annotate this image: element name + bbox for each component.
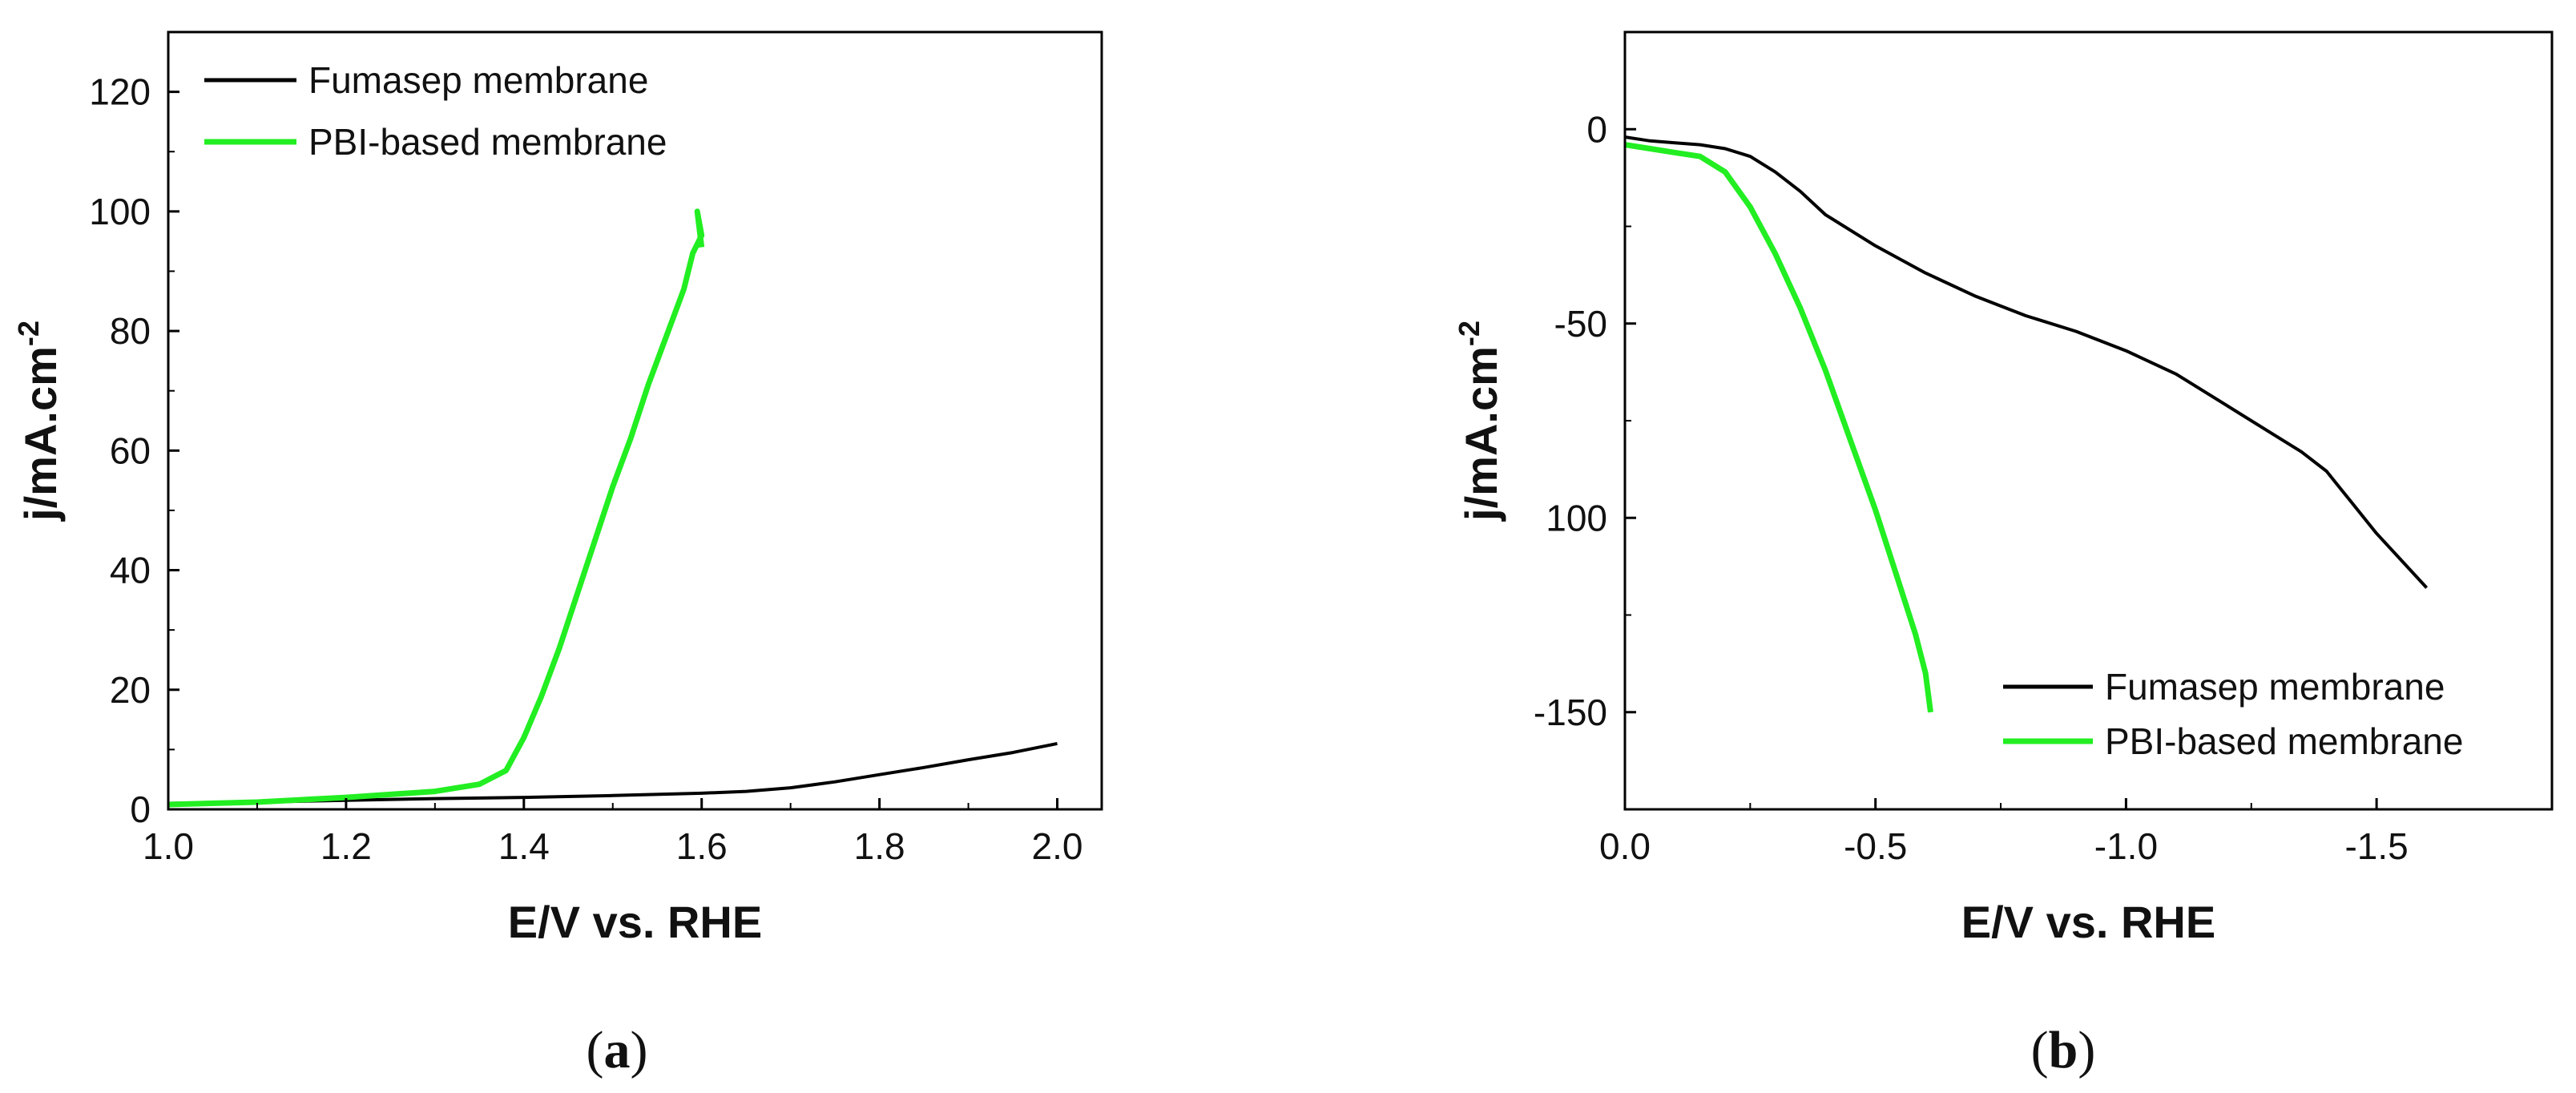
series-line-fumasep-b — [1625, 135, 2429, 589]
x-tick-label-a: 1.6 — [676, 825, 728, 867]
x-tick-label-b: -1.0 — [2094, 825, 2158, 867]
panel-label-close-b: ) — [2078, 1021, 2095, 1079]
series-line-pbi-a — [168, 208, 705, 808]
x-tick-label-b: -0.5 — [1844, 825, 1907, 867]
legend-label-fumasep-b: Fumasep membrane — [2105, 666, 2445, 708]
plot-frame-a — [167, 30, 1103, 811]
y-tick-label-b: 0 — [1586, 108, 1607, 150]
plot-area-b: 0.0 -0.5 -1.0 -1.5 0 -50 100 -150 — [1534, 30, 2554, 867]
x-axis-title-a: E/V vs. RHE — [508, 897, 762, 947]
y-tick-label-a: 20 — [110, 669, 151, 711]
panel-label-close-a: ) — [631, 1021, 648, 1079]
panel-label-open-b: ( — [2031, 1021, 2049, 1079]
x-tick-label-b: -1.5 — [2344, 825, 2408, 867]
x-axis-title-b: E/V vs. RHE — [1961, 897, 2215, 947]
panel-label-letter-b: b — [2049, 1021, 2078, 1079]
legend-label-pbi-b: PBI-based membrane — [2105, 720, 2463, 762]
y-axis-title-sup-a: -2 — [12, 321, 45, 346]
x-tick-label-a: 1.0 — [143, 825, 194, 867]
x-tick-label-b: 0.0 — [1599, 825, 1651, 867]
x-tick-label-a: 1.4 — [498, 825, 550, 867]
panel-label-letter-a: a — [604, 1021, 631, 1079]
series-line-fumasep-a — [168, 741, 1058, 805]
panel-label-b: (b) — [2031, 1021, 2096, 1079]
x-tick-label-a: 1.2 — [320, 825, 372, 867]
y-tick-label-a: 120 — [89, 71, 151, 113]
y-tick-label-a: 0 — [130, 788, 151, 830]
series-line-pbi-b — [1625, 142, 1933, 713]
y-tick-label-b: -150 — [1534, 692, 1607, 733]
legend-label-pbi-a: PBI-based membrane — [308, 121, 667, 163]
panel-label-open-a: ( — [587, 1021, 604, 1079]
chart-panel-a: 1.0 1.2 1.4 1.6 1.8 2.0 0 20 40 60 80 100 120 E/V vs… — [12, 30, 1103, 1079]
panel-label-a: (a) — [587, 1021, 648, 1079]
y-axis-title-a: j/mA.cm-2 — [12, 321, 66, 522]
plot-area-a: 1.0 1.2 1.4 1.6 1.8 2.0 0 20 40 60 80 100 120 — [89, 30, 1103, 867]
chart-panel-b: 0.0 -0.5 -1.0 -1.5 0 -50 100 -150 E/V vs. RHE j… — [1453, 30, 2554, 1079]
x-tick-label-a: 1.8 — [854, 825, 905, 867]
y-axis-title-sup-b: -2 — [1453, 321, 1486, 346]
y-tick-label-a: 100 — [89, 191, 151, 232]
legend-b: Fumasep membrane PBI-based membrane — [2003, 666, 2463, 762]
y-axis-title-main-a: j/mA.cm — [15, 346, 66, 522]
y-tick-label-a: 40 — [110, 550, 151, 591]
x-tick-label-a: 2.0 — [1032, 825, 1083, 867]
legend-a: Fumasep membrane PBI-based membrane — [204, 59, 667, 163]
y-axis-title-b: j/mA.cm-2 — [1453, 321, 1506, 522]
y-tick-label-b: 100 — [1546, 497, 1607, 538]
y-tick-label-b: -50 — [1554, 303, 1607, 345]
legend-label-fumasep-a: Fumasep membrane — [308, 59, 648, 101]
y-tick-label-a: 80 — [110, 310, 151, 352]
y-axis-title-main-b: j/mA.cm — [1456, 346, 1506, 522]
y-tick-label-a: 60 — [110, 430, 151, 471]
